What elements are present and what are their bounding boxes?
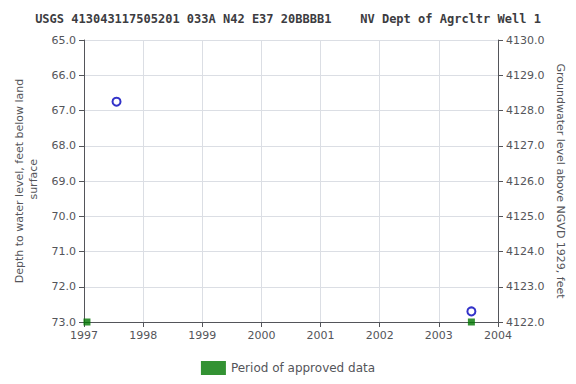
- svg-text:4130.0: 4130.0: [506, 34, 545, 47]
- svg-text:4128.0: 4128.0: [506, 104, 545, 117]
- svg-text:2002: 2002: [366, 329, 394, 342]
- svg-text:69.0: 69.0: [52, 175, 77, 188]
- svg-text:USGS 413043117505201 033A N42: USGS 413043117505201 033A N42 E37 20BBBB…: [35, 12, 541, 26]
- svg-text:72.0: 72.0: [52, 280, 77, 293]
- svg-text:4123.0: 4123.0: [506, 280, 545, 293]
- svg-text:1998: 1998: [129, 329, 157, 342]
- svg-text:71.0: 71.0: [52, 245, 77, 258]
- svg-text:2003: 2003: [425, 329, 453, 342]
- svg-text:4125.0: 4125.0: [506, 210, 545, 223]
- svg-text:surface: surface: [27, 159, 40, 203]
- svg-text:4129.0: 4129.0: [506, 69, 545, 82]
- svg-text:2000: 2000: [247, 329, 275, 342]
- svg-text:4127.0: 4127.0: [506, 139, 545, 152]
- svg-text:67.0: 67.0: [52, 104, 77, 117]
- svg-text:4124.0: 4124.0: [506, 245, 545, 258]
- svg-text:73.0: 73.0: [52, 316, 77, 329]
- svg-text:Groundwater level above NGVD 1: Groundwater level above NGVD 1929, feet: [554, 63, 567, 299]
- svg-text:66.0: 66.0: [52, 69, 77, 82]
- svg-text:68.0: 68.0: [52, 139, 77, 152]
- svg-text:4126.0: 4126.0: [506, 175, 545, 188]
- svg-text:1999: 1999: [188, 329, 216, 342]
- svg-text:1997: 1997: [70, 329, 98, 342]
- svg-text:2001: 2001: [307, 329, 335, 342]
- svg-text:70.0: 70.0: [52, 210, 77, 223]
- svg-text:65.0: 65.0: [52, 34, 77, 47]
- svg-text:Period of approved data: Period of approved data: [231, 361, 375, 375]
- svg-text:4122.0: 4122.0: [506, 316, 545, 329]
- svg-text:Depth to water level, feet bel: Depth to water level, feet below land: [13, 79, 26, 284]
- svg-text:2004: 2004: [484, 329, 512, 342]
